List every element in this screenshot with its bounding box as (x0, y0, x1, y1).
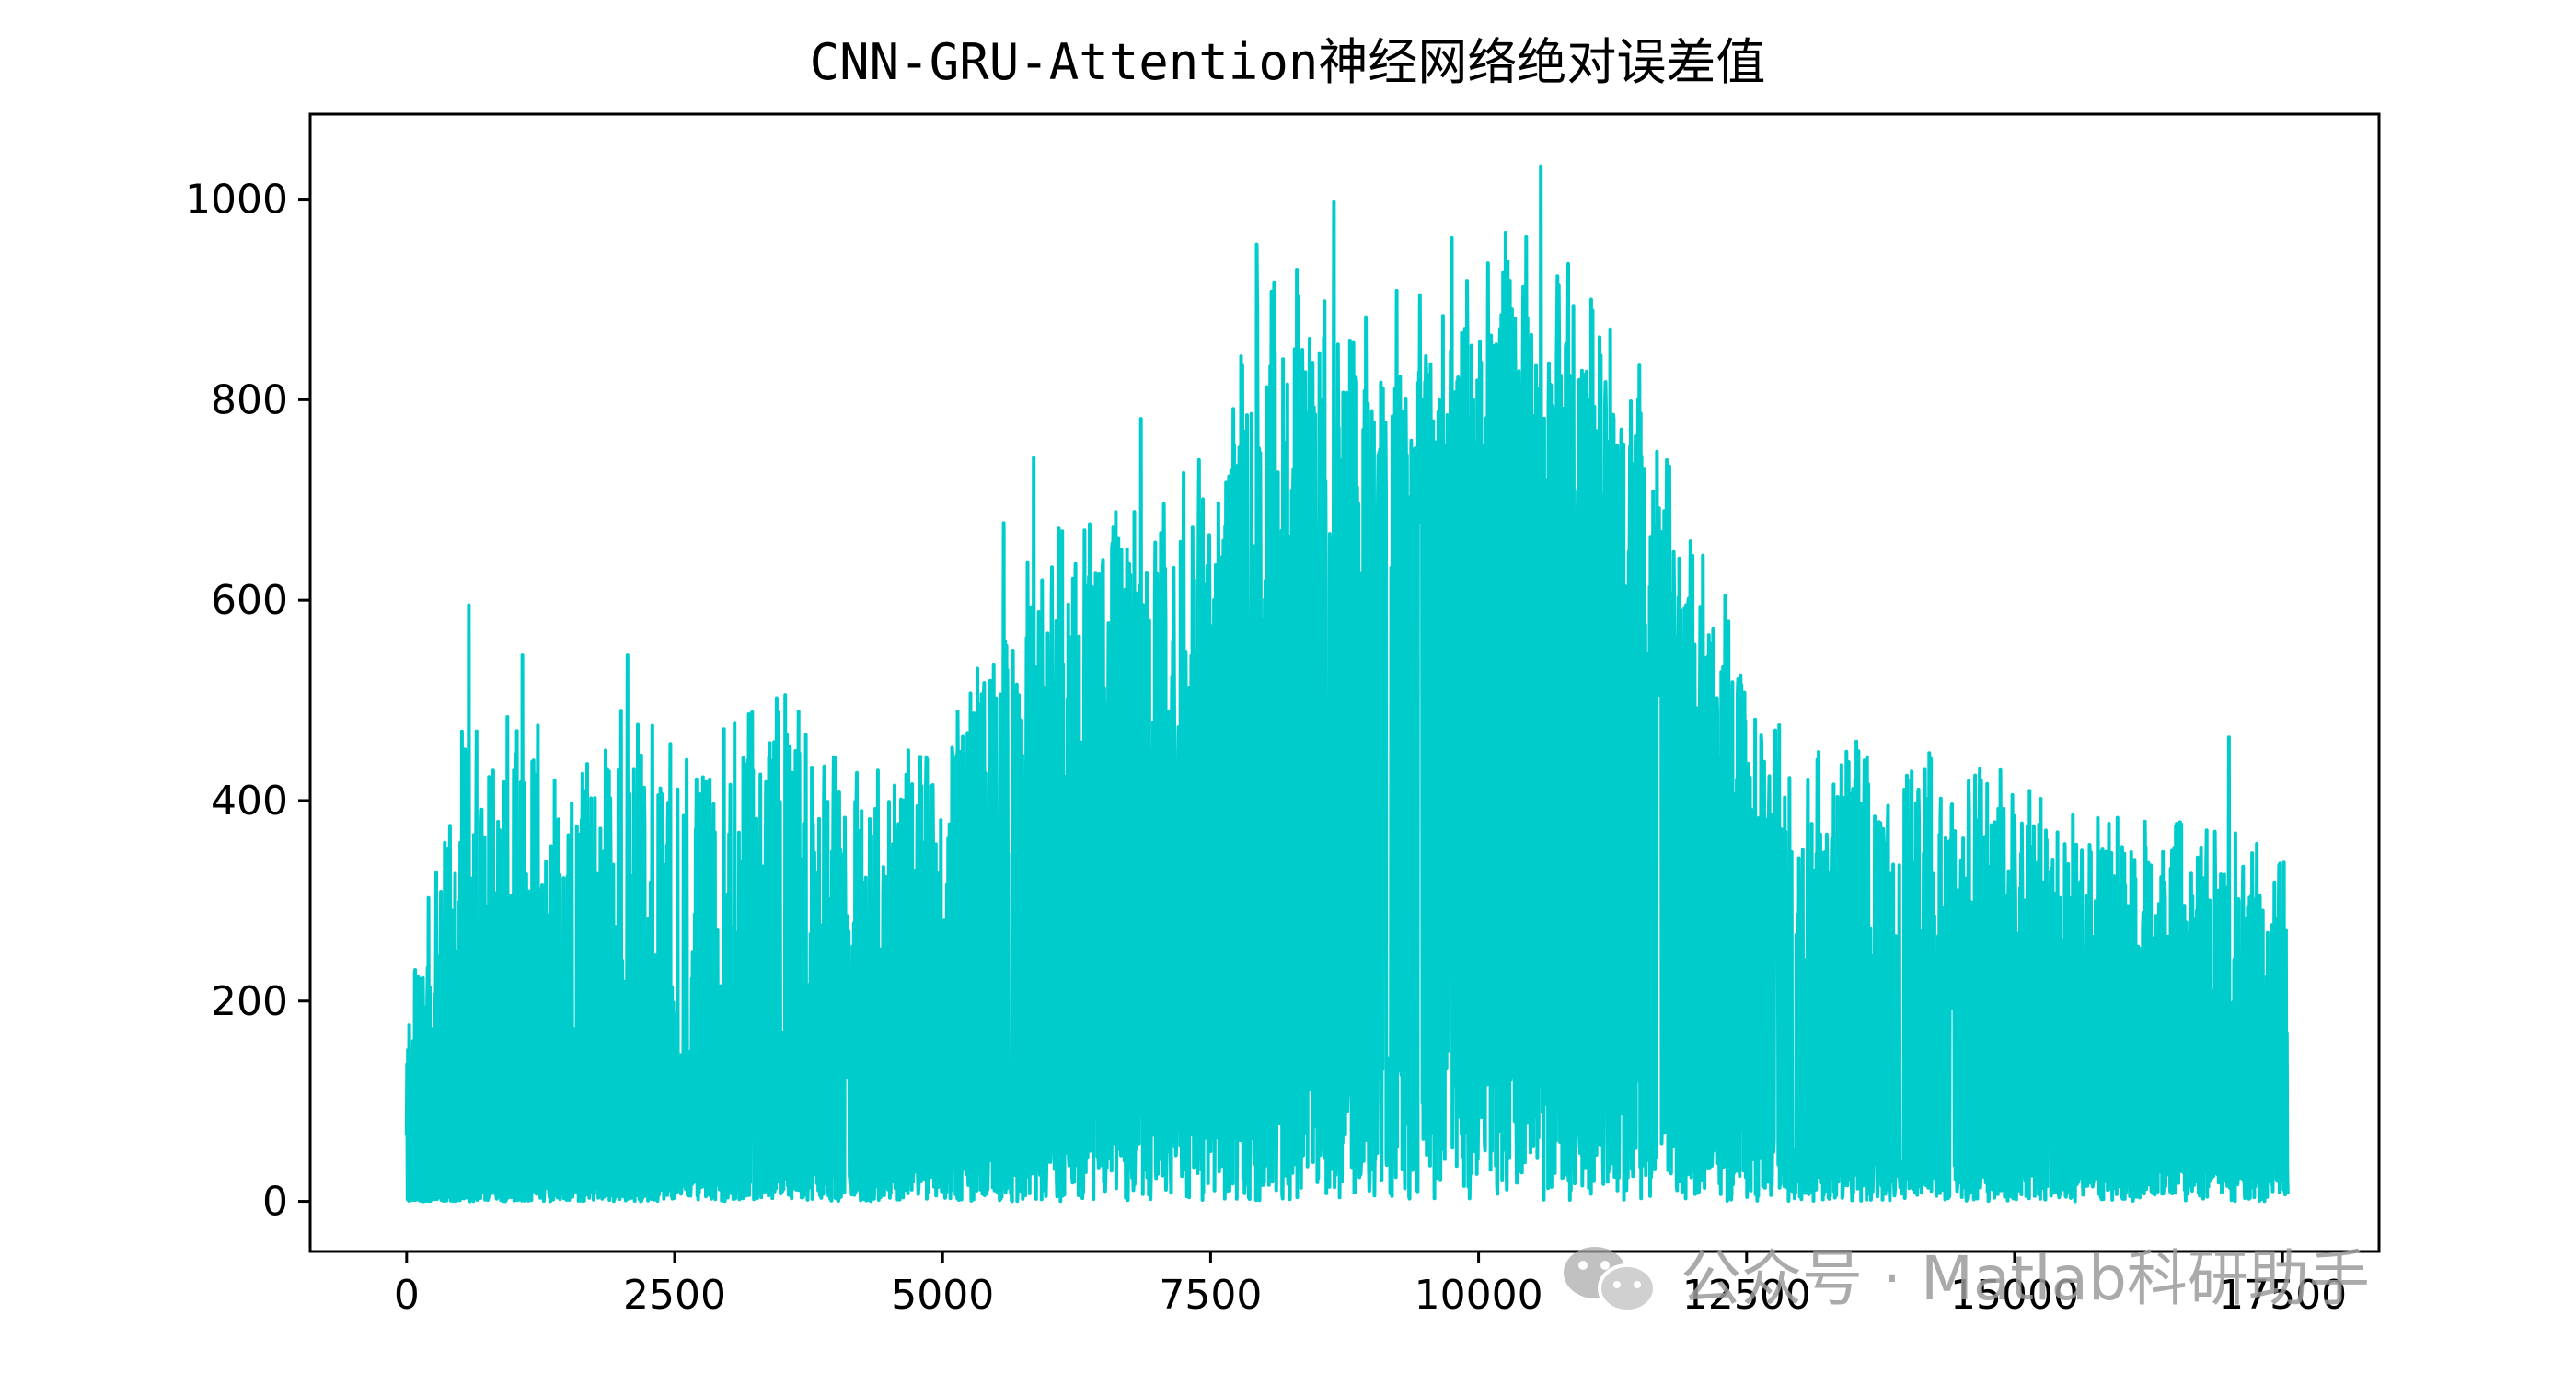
y-tick-label: 800 (211, 376, 288, 423)
x-tick-label: 12500 (1682, 1272, 1811, 1319)
y-tick-label: 1000 (185, 177, 288, 224)
watermark-text: 公众号 · Matlab科研助手 (1681, 1243, 2370, 1314)
chart-title: CNN-GRU-Attention神经网络绝对误差值 (810, 33, 1766, 91)
x-tick-label: 7500 (1159, 1272, 1262, 1319)
error-series-line (404, 164, 2290, 1204)
x-axis: 0 2500 5000 7500 10000 12500 15000 17500 (394, 1252, 2347, 1319)
y-tick-label: 200 (211, 978, 288, 1025)
y-axis: 0 200 400 600 800 1000 (185, 177, 310, 1226)
x-tick-label: 17500 (2218, 1272, 2347, 1319)
series-layer (404, 164, 2290, 1204)
plot-frame (308, 112, 2381, 1253)
x-tick-label: 10000 (1415, 1272, 1543, 1319)
y-tick-label: 0 (262, 1179, 288, 1226)
x-tick-label: 15000 (1950, 1272, 2079, 1319)
y-tick-label: 600 (211, 577, 288, 624)
x-tick-label: 5000 (891, 1272, 994, 1319)
y-tick-label: 400 (211, 778, 288, 825)
x-tick-label: 2500 (623, 1272, 726, 1319)
watermark: 公众号 · Matlab科研助手 (1564, 1243, 2370, 1314)
wechat-icon (1564, 1247, 1657, 1313)
x-tick-label: 0 (394, 1272, 420, 1319)
